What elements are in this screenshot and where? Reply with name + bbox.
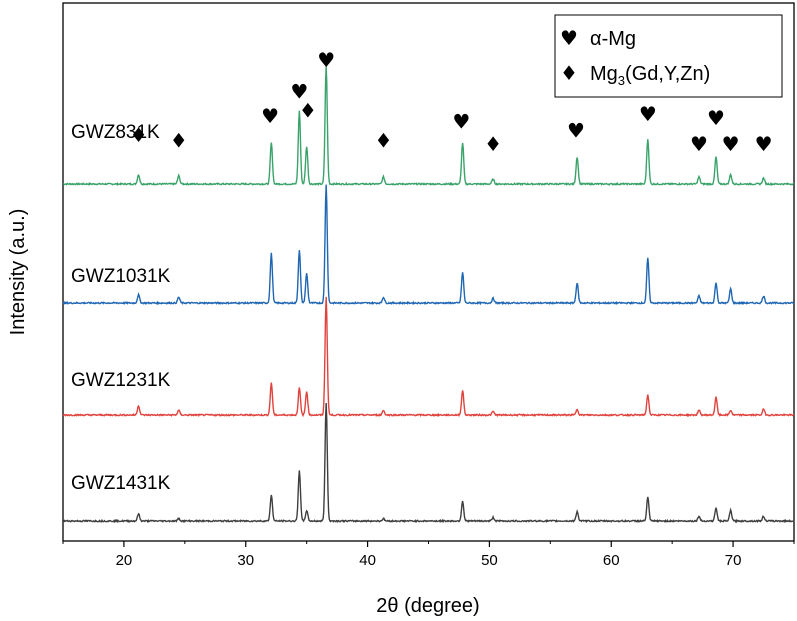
- heart-icon: ♥: [722, 132, 740, 156]
- x-tick-label: 60: [603, 552, 620, 569]
- heart-icon: ♥: [567, 119, 585, 143]
- x-tick-label: 30: [237, 552, 254, 569]
- x-tick-label: 20: [116, 552, 133, 569]
- series-line-gwz1231k: [62, 296, 795, 418]
- heart-icon: ♥: [317, 48, 335, 72]
- heart-icon: ♥: [707, 106, 725, 130]
- legend-label-mg3-tail: (Gd,Y,Zn): [625, 63, 710, 85]
- heart-icon: ♥: [261, 104, 279, 128]
- legend: ♥ α-Mg ♦ Mg3(Gd,Y,Zn): [554, 14, 783, 98]
- series-line-gwz1031k: [62, 184, 795, 306]
- x-tick-label: 70: [725, 552, 742, 569]
- legend-label-alpha-mg-text: α-Mg: [590, 28, 636, 50]
- series-labels: GWZ831K GWZ1031K GWZ1231K GWZ1431K: [71, 122, 171, 494]
- legend-label-mg3: Mg3(Gd,Y,Zn): [590, 63, 710, 88]
- legend-label-alpha-mg: α-Mg: [590, 28, 636, 50]
- legend-label-mg3-main: Mg: [590, 63, 618, 85]
- legend-label-mg3-sub: 3: [618, 73, 625, 88]
- diamond-icon: ♦: [170, 129, 188, 153]
- series-line-gwz831k: [62, 66, 795, 187]
- diamond-icon: ♦: [374, 129, 392, 153]
- heart-icon: ♥: [452, 110, 470, 134]
- diamond-icon: ♦: [130, 123, 148, 147]
- legend-heart-icon: ♥: [560, 26, 578, 50]
- series-label-gwz1031k: GWZ1031K: [71, 266, 171, 287]
- legend-box: [554, 14, 783, 98]
- heart-icon: ♥: [755, 132, 773, 156]
- x-axis: 20 30 40 50 60 70: [62, 541, 795, 569]
- traces-layer: [62, 66, 795, 524]
- heart-icon: ♥: [290, 79, 308, 103]
- heart-icon: ♥: [639, 102, 657, 126]
- series-label-gwz1431k: GWZ1431K: [71, 473, 171, 494]
- x-tick-label: 50: [481, 552, 498, 569]
- y-axis-title: Intensity (a.u.): [7, 209, 29, 336]
- x-axis-title: 2θ (degree): [376, 595, 479, 617]
- series-label-gwz831k: GWZ831K: [71, 122, 160, 143]
- series-line-gwz1431k: [62, 403, 795, 524]
- series-label-gwz1231k: GWZ1231K: [71, 370, 171, 391]
- diamond-icon: ♦: [484, 132, 502, 156]
- heart-icon: ♥: [690, 132, 708, 156]
- legend-diamond-icon: ♦: [560, 61, 578, 85]
- phase-markers: ♦ ♦♥♥♦♥♦♥♦♥♥♥♥♥ ♥: [130, 48, 773, 156]
- diamond-icon: ♦: [299, 98, 317, 122]
- x-tick-label: 40: [359, 552, 376, 569]
